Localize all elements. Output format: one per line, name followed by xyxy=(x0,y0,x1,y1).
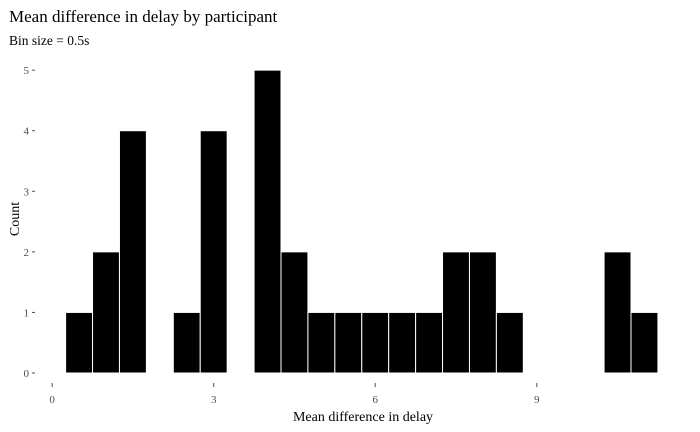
histogram-bar xyxy=(442,251,470,374)
histogram-bar xyxy=(307,311,336,374)
histogram-bar xyxy=(118,130,147,374)
histogram-bar xyxy=(199,130,228,374)
histogram-bar xyxy=(388,311,417,374)
y-tick-label: 5 xyxy=(24,65,30,77)
histogram-bar xyxy=(92,251,120,374)
histogram-bar xyxy=(172,311,201,374)
histogram-bar xyxy=(361,311,390,374)
histogram-bar xyxy=(603,251,632,374)
x-tick-label: 6 xyxy=(372,394,378,406)
x-tick-label: 9 xyxy=(534,394,540,406)
chart-title: Mean difference in delay by participant xyxy=(9,7,278,26)
y-tick-label: 0 xyxy=(24,368,30,380)
histogram-bar xyxy=(280,251,309,374)
x-axis-label: Mean difference in delay xyxy=(293,410,433,425)
histogram-bar xyxy=(630,311,659,374)
y-tick-label: 4 xyxy=(24,126,30,138)
y-tick-label: 3 xyxy=(24,186,30,198)
y-axis-label: Count xyxy=(8,202,23,236)
x-tick-label: 3 xyxy=(211,394,217,406)
histogram-bar xyxy=(253,69,282,374)
histogram-bar xyxy=(65,311,94,374)
histogram-bar xyxy=(415,311,444,374)
bars-group xyxy=(65,69,659,374)
x-axis: 0 3 6 9 xyxy=(49,383,540,406)
x-tick-label: 0 xyxy=(49,394,55,406)
y-tick-label: 2 xyxy=(24,247,30,259)
histogram-bar xyxy=(468,251,497,374)
histogram-bar xyxy=(334,311,363,374)
y-tick-label: 1 xyxy=(24,307,30,319)
y-axis: 0 1 2 3 4 5 xyxy=(24,65,35,380)
chart-subtitle: Bin size = 0.5s xyxy=(9,33,89,48)
histogram-bar xyxy=(495,311,524,374)
